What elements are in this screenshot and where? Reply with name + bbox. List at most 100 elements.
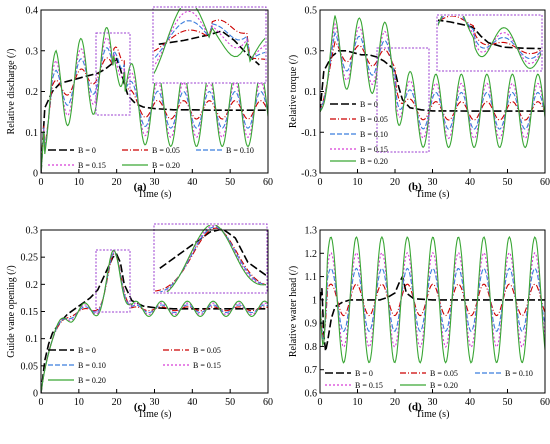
x-tick-label: 30 — [428, 177, 438, 188]
legend: B = 0 B = 0.05 B = 0.10 B = 0.15 B = 0.20 — [325, 369, 533, 390]
inset-line-1 — [159, 228, 266, 277]
legend-entry: B = 0 — [48, 146, 96, 155]
x-tick-label: 50 — [503, 397, 513, 408]
series-line-5 — [320, 15, 545, 149]
series-group — [320, 235, 545, 364]
y-tick-label: 0.15 — [21, 307, 39, 318]
chart-panel-2: 0 10 20 30 40 50 60 -0.3 -0.1 0.1 0.3 0.5 Time (s) Re… — [288, 6, 550, 201]
legend-label: B = 0.05 — [152, 146, 180, 155]
legend-label: B = 0.15 — [355, 381, 383, 390]
x-tick-label: 0 — [39, 397, 44, 408]
x-tick-label: 40 — [187, 177, 197, 188]
legend-label: B = 0.10 — [226, 146, 254, 155]
y-tick-label: 0.5 — [305, 6, 318, 17]
panel-label: (a) — [134, 181, 147, 193]
inset-line-2 — [155, 227, 266, 292]
y-tick-label: 0.1 — [305, 87, 318, 98]
x-axis-label: Time (s) — [416, 189, 450, 200]
x-tick-label: 0 — [318, 397, 323, 408]
inset-line-3 — [158, 226, 266, 292]
legend-entry: B = 0.15 — [330, 145, 388, 154]
y-tick-label: 0.6 — [305, 389, 318, 400]
y-tick-label: 1.1 — [305, 272, 318, 283]
legend-label: B = 0.20 — [360, 157, 388, 166]
legend-entry: B = 0.15 — [325, 381, 383, 390]
y-tick-label: 0.2 — [26, 87, 39, 98]
y-axis-label: Relative water head (/) — [288, 266, 299, 357]
x-tick-label: 50 — [503, 177, 513, 188]
legend-entry: B = 0.20 — [330, 157, 388, 166]
y-tick-label: -0.1 — [301, 128, 317, 139]
y-axis-label: Relative torque (/) — [288, 55, 299, 128]
y-axis-label: Guide vane opening (/) — [6, 265, 17, 357]
legend-label: B = 0.10 — [360, 130, 388, 139]
inset-line-1 — [438, 19, 541, 50]
legend: B = 0 B = 0.05 B = 0.10 B = 0.15 B = 0.20 — [330, 100, 388, 166]
series-line-1 — [41, 57, 268, 173]
x-tick-label: 60 — [540, 397, 550, 408]
y-tick-label: 0.1 — [26, 128, 39, 139]
inset-series — [438, 16, 541, 69]
zoom-box — [95, 32, 131, 116]
legend-label: B = 0.05 — [430, 369, 458, 378]
x-tick-label: 10 — [353, 177, 363, 188]
x-axis-label: Time (s) — [416, 409, 450, 420]
legend-entry: B = 0.15 — [163, 361, 221, 370]
y-tick-label: 0.3 — [305, 46, 318, 57]
x-tick-label: 60 — [263, 397, 273, 408]
legend-entry: B = 0.10 — [196, 146, 254, 155]
y-tick-label: 1 — [312, 295, 317, 306]
zoom-inset — [95, 223, 268, 313]
series-group — [41, 26, 268, 173]
inset-line-5 — [154, 8, 265, 75]
legend-label: B = 0.15 — [78, 161, 106, 170]
x-tick-label: 20 — [390, 397, 400, 408]
x-tick-label: 20 — [390, 177, 400, 188]
zoom-box — [376, 47, 430, 153]
x-axis-label: Time (s) — [138, 189, 172, 200]
series-line-2 — [320, 283, 545, 339]
x-tick-label: 40 — [465, 397, 475, 408]
series-line-2 — [320, 40, 545, 121]
legend-entry: B = 0.05 — [400, 369, 458, 378]
y-tick-label: 0.1 — [26, 334, 39, 345]
y-tick-label: -0.3 — [301, 169, 317, 180]
legend-label: B = 0.20 — [152, 161, 180, 170]
chart-panel-1: 0 10 20 30 40 50 60 0 0.1 0.2 0.3 0.4 Time (s) Relati… — [6, 6, 273, 201]
legend-entry: B = 0 — [330, 100, 378, 109]
legend-label: B = 0 — [355, 369, 373, 378]
x-tick-label: 40 — [465, 177, 475, 188]
y-tick-label: 0.3 — [26, 226, 39, 237]
legend-entry: B = 0 — [325, 369, 373, 378]
x-tick-label: 10 — [74, 177, 84, 188]
legend-label: B = 0.15 — [360, 145, 388, 154]
inset-series — [155, 225, 266, 292]
legend-entry: B = 0.20 — [48, 376, 106, 385]
x-tick-label: 50 — [225, 397, 235, 408]
legend: B = 0 B = 0.05 B = 0.10 B = 0.15 B = 0.20 — [48, 346, 221, 385]
y-tick-label: 0 — [33, 169, 38, 180]
panel-label: (c) — [134, 401, 147, 413]
x-axis-label: Time (s) — [138, 409, 172, 420]
chart-panel-4: 0 10 20 30 40 50 60 0.6 0.7 0.8 0.9 1 1.1 1.2 1.3 Time … — [288, 226, 550, 421]
x-tick-label: 0 — [39, 177, 44, 188]
series-line-1 — [320, 274, 545, 352]
x-tick-label: 30 — [150, 397, 160, 408]
x-tick-label: 50 — [225, 177, 235, 188]
inset-frame — [152, 6, 267, 84]
legend-entry: B = 0.05 — [330, 115, 388, 124]
legend-label: B = 0.15 — [193, 361, 221, 370]
series-line-3 — [41, 47, 268, 173]
y-tick-label: 0.8 — [305, 342, 318, 353]
legend-label: B = 0.05 — [360, 115, 388, 124]
y-tick-label: 0.9 — [305, 319, 318, 330]
series-line-5 — [41, 249, 268, 393]
x-tick-label: 0 — [318, 177, 323, 188]
y-tick-label: 1.3 — [305, 226, 318, 237]
legend-label: B = 0.05 — [193, 346, 221, 355]
inset-series — [154, 8, 265, 75]
zoom-inset — [376, 14, 543, 153]
y-tick-label: 0.2 — [26, 280, 39, 291]
y-tick-label: 0 — [33, 389, 38, 400]
